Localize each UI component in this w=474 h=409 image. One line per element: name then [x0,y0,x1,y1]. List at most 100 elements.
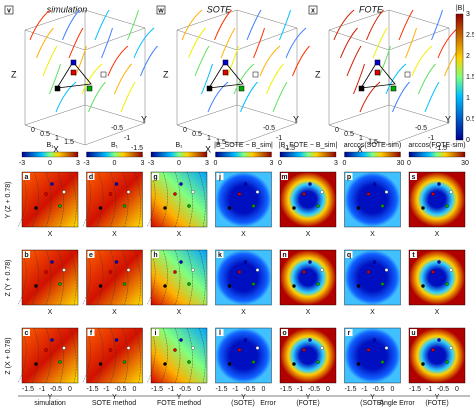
probe [222,69,229,76]
probe [179,260,183,264]
streamline [366,9,384,41]
heatmap [86,327,143,384]
probe [50,182,54,186]
probe [222,59,229,66]
probe [366,348,371,352]
probe [384,268,389,272]
probe [384,346,389,350]
streamline [127,9,139,41]
colorbar-tick: 0 [343,160,347,167]
panel-letter-box [345,251,353,258]
probe [34,284,38,288]
probe [126,268,131,272]
contour [69,327,77,384]
probe [98,362,103,366]
probe [187,360,191,364]
panel-letter: t [412,252,415,259]
x-tick: 0 [455,386,459,393]
streamline [55,81,77,113]
probe [191,268,195,272]
colorbar-tick: 1 [466,95,470,102]
probe [356,284,361,288]
x-tick: -1 [361,386,367,393]
panel-letter: u [411,330,415,337]
axis-label: X [370,309,375,316]
y-tick: -1.5 [283,145,295,152]
contour [57,171,64,228]
panel-letter: x [311,7,315,14]
colorbar-tick: -3 [148,160,154,167]
panel-letter-box [152,329,159,336]
x-tick: 0 [326,386,330,393]
colorbar-tick: 3 [334,160,338,167]
heatmap [150,249,208,306]
triangle [360,61,396,89]
probe [108,348,113,352]
probe [227,206,232,210]
axis-label: X [112,231,117,238]
panel-letter: r [348,330,351,337]
contour [45,171,52,228]
contour [134,327,141,384]
axis-label: X [306,309,311,316]
probe [34,206,38,210]
colorbar-tick: 0 [407,160,411,167]
axis-label: X [112,309,117,316]
probe [98,284,103,288]
probe [114,260,119,264]
panel-title: FOTE [359,4,384,14]
probe [445,282,449,286]
streamline [201,63,213,95]
streamline [188,27,206,59]
streamline [233,63,255,95]
colorbar-tick: 0 [466,137,470,144]
cube [328,9,450,146]
panel-letter-box [281,251,288,258]
streamline [333,9,355,41]
row-label: Z (X + 0.78) [5,337,12,374]
colorbar [408,151,466,158]
colorbar-tick: 2.5 [466,32,474,39]
colorbar [215,151,272,158]
probe [302,348,306,352]
heatmap [150,327,208,384]
cube [24,9,146,146]
probe [366,192,371,196]
panel-letter-box [4,5,14,15]
row-label: Z (Y + 0.78) [5,259,12,296]
panel-letter: m [281,174,287,181]
probe [191,346,195,350]
streamline [437,27,459,59]
colorbar-tick: 0.5 [466,116,474,123]
streamline [107,45,129,77]
panel-letter: e [89,252,93,259]
panel-letter-box [87,329,95,336]
axis-label: Y [241,394,246,401]
probe [421,284,425,288]
probe [449,346,453,350]
x-tick: -0.5 [179,386,191,393]
contour [31,171,39,228]
heatmap [408,327,466,384]
x-tick: -0.5 [372,386,384,393]
probe [54,85,61,92]
x-tick: -1 [426,386,432,393]
contour [96,327,104,384]
probe [191,190,195,194]
probe [108,270,113,274]
x-tick: -1 [297,386,303,393]
x-tick: 0 [335,127,339,134]
x-tick: 1.5 [368,139,378,146]
probe [237,348,242,352]
panel-letter: l [219,330,221,337]
x-tick: -1.5 [151,386,163,393]
probe [126,346,131,350]
panel-letter: w [157,7,164,14]
cube [176,9,298,146]
heatmap [150,171,208,228]
streamline [411,45,433,77]
probe [308,260,312,264]
colorbar [86,151,143,158]
footer-label: (SOTE) [231,400,255,407]
x-tick: -1 [103,386,109,393]
